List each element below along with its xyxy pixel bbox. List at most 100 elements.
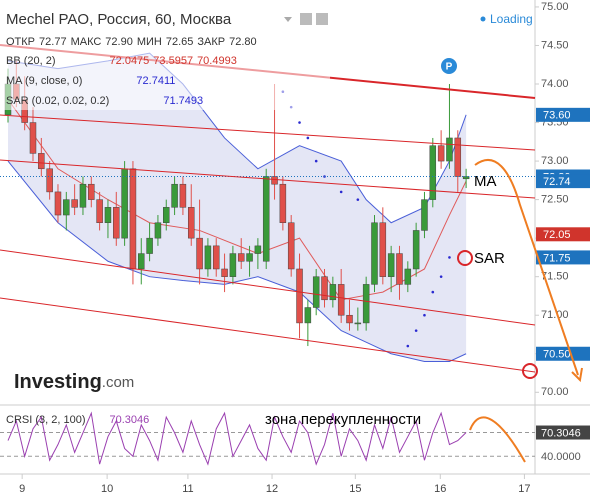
y-tick-label: 71.50 xyxy=(541,271,569,283)
candle-body xyxy=(262,176,270,262)
candle-body xyxy=(246,253,253,262)
legend-text: 70.4993 xyxy=(197,55,237,67)
settings-icon[interactable] xyxy=(300,13,312,25)
candle-body xyxy=(371,222,378,285)
candle-body xyxy=(29,122,37,154)
candle-body xyxy=(229,253,237,277)
event-marker-icon: P xyxy=(446,62,453,73)
annotation: SAR xyxy=(474,250,505,267)
candle-body xyxy=(88,183,95,200)
legend-text: 72.90 xyxy=(105,36,133,48)
legend-text: BB (20, 2) xyxy=(6,55,56,67)
chart-title: Mechel PAO, Россия, 60, Москва xyxy=(6,11,232,28)
channel-line xyxy=(0,159,536,199)
candle-body xyxy=(446,137,453,162)
candle-body xyxy=(254,245,262,254)
candle-body xyxy=(46,168,53,193)
candle-body xyxy=(154,222,162,239)
legend-text: 72.0475 xyxy=(110,55,150,67)
candle-body xyxy=(329,284,337,301)
candle-body xyxy=(412,230,420,270)
candle-body xyxy=(121,168,128,239)
price-label: 73.60 xyxy=(543,110,571,122)
candle-body xyxy=(271,176,278,185)
legend-text: 73.5957 xyxy=(153,55,193,67)
sar-dot xyxy=(339,190,343,194)
annotation: MA xyxy=(474,173,497,190)
candle-body xyxy=(237,253,245,262)
candle-body xyxy=(454,137,462,177)
sar-dot xyxy=(298,121,301,124)
legend-text: МИН xyxy=(137,36,162,48)
y-tick-label: 72.50 xyxy=(541,194,569,206)
candle-body xyxy=(296,268,303,324)
candle-body xyxy=(79,183,87,208)
candle-body xyxy=(421,199,428,231)
x-tick-label: 11 xyxy=(182,483,193,495)
y-tick-label: 70.3046 xyxy=(541,427,581,439)
close-icon[interactable] xyxy=(316,13,328,25)
channel-line xyxy=(0,249,536,326)
candle-body xyxy=(279,183,287,223)
arrow xyxy=(474,159,579,376)
candle-body xyxy=(63,199,70,216)
x-tick-label: 10 xyxy=(101,483,113,495)
legend-text: 71.7493 xyxy=(163,95,203,107)
candle-body xyxy=(304,307,312,324)
legend-text: MA (9, close, 0) xyxy=(6,75,82,87)
sar-dot xyxy=(406,344,410,348)
candle-body xyxy=(113,207,120,239)
candle-body xyxy=(312,276,320,308)
legend-backdrop xyxy=(0,6,330,110)
legend-text: 72.80 xyxy=(229,36,257,48)
legend-text: ЗАКР xyxy=(197,36,225,48)
event-marker[interactable] xyxy=(441,58,457,74)
x-tick-label: 9 xyxy=(19,483,25,495)
arrow xyxy=(469,416,526,463)
y-tick-label: 70.00 xyxy=(541,386,569,398)
y-tick-label: 74.50 xyxy=(541,39,569,51)
band-lower xyxy=(7,160,467,362)
x-tick-label: 16 xyxy=(434,483,446,495)
candle-body xyxy=(146,237,153,254)
status: Loading xyxy=(490,12,533,26)
dropdown-icon[interactable] xyxy=(284,17,292,22)
marker-circle xyxy=(457,250,473,266)
y-tick-label: 40.0000 xyxy=(541,451,581,463)
band-fill xyxy=(7,53,467,362)
candle-body xyxy=(179,183,187,208)
candle-body xyxy=(429,145,437,200)
candle-body xyxy=(379,222,387,277)
legend-text: 72.65 xyxy=(166,36,194,48)
candle-body xyxy=(171,183,178,208)
x-tick-label: 15 xyxy=(349,483,361,495)
candle-body xyxy=(138,253,145,270)
sar-dot xyxy=(423,313,426,317)
candle-body xyxy=(96,199,103,223)
annotation: зона перекупленности xyxy=(265,411,421,428)
legend-text: МАКС xyxy=(71,36,102,48)
price-label-box xyxy=(536,346,590,361)
price-label-box xyxy=(536,227,590,242)
price-label: 70.50 xyxy=(543,349,571,361)
status-dot xyxy=(480,16,486,22)
price-label: 71.75 xyxy=(543,252,571,264)
candle-body xyxy=(462,176,470,180)
candle-body xyxy=(346,314,353,324)
price-label-box xyxy=(536,107,590,122)
sar-dot xyxy=(314,159,318,163)
y-tick-label: 71.00 xyxy=(541,309,569,321)
candle-body xyxy=(437,145,445,162)
legend-text: ОТКР xyxy=(6,36,35,48)
candle-body xyxy=(187,207,195,239)
arrow-head xyxy=(571,367,583,383)
legend-text: 70.3046 xyxy=(109,414,149,426)
candle-body xyxy=(163,207,170,223)
candle-body xyxy=(104,207,112,223)
candle-body xyxy=(287,222,295,270)
price-label-box xyxy=(536,174,590,189)
candle-body xyxy=(54,191,62,216)
candle-body xyxy=(337,284,345,316)
y-tick-label: 73.00 xyxy=(541,155,569,167)
